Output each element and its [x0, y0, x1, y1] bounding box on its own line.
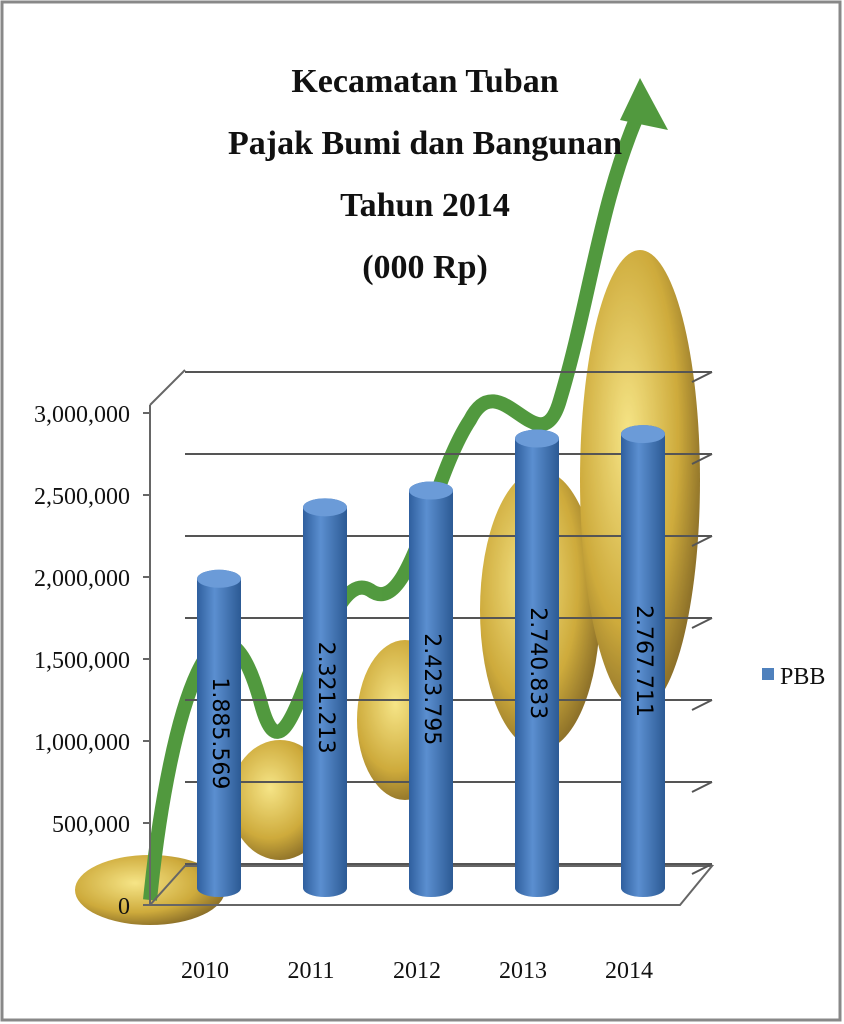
- y-tick-label: 1,000,000: [34, 730, 130, 756]
- x-tick-label: 2012: [393, 958, 441, 984]
- legend-label: PBB: [780, 664, 825, 690]
- grid-line: [691, 371, 713, 383]
- y-tick-label: 500,000: [52, 812, 130, 838]
- grid-line: [691, 863, 713, 875]
- chart-title: Pajak Bumi dan Bangunan: [228, 125, 622, 162]
- bar: [409, 481, 453, 897]
- grid-line: [691, 781, 713, 793]
- plot-walls: [147, 369, 715, 906]
- bar-top: [303, 498, 347, 517]
- legend: PBB: [762, 664, 825, 690]
- legend-swatch: [762, 668, 774, 680]
- grid-line: [691, 453, 713, 465]
- bar-top: [621, 425, 665, 444]
- x-tick-label: 2010: [181, 958, 229, 984]
- x-tick-label: 2011: [287, 958, 334, 984]
- chart-title: Tahun 2014: [340, 187, 510, 224]
- y-tick-label: 1,500,000: [34, 648, 130, 674]
- x-tick-label: 2014: [605, 958, 653, 984]
- bar: [197, 569, 241, 897]
- bar: [515, 429, 559, 897]
- chart-title: Kecamatan Tuban: [291, 63, 558, 100]
- bar: [621, 425, 665, 897]
- value-label: 2.423.795: [419, 633, 444, 745]
- value-label: 2.740.833: [525, 607, 550, 719]
- y-tick-label: 2,500,000: [34, 484, 130, 510]
- value-label: 1.885.569: [207, 677, 232, 789]
- value-label: 2.767.711: [631, 605, 656, 717]
- bar-top: [409, 481, 453, 500]
- value-label: 2.321.213: [313, 642, 338, 754]
- bar: [303, 498, 347, 897]
- y-tick-label: 0: [118, 894, 130, 920]
- grid-line: [691, 617, 713, 629]
- grid-line: [691, 699, 713, 711]
- chart-title: (000 Rp): [362, 249, 488, 286]
- y-tick-label: 2,000,000: [34, 566, 130, 592]
- grid-line: [691, 535, 713, 547]
- bar-top: [197, 569, 241, 588]
- bar-top: [515, 429, 559, 448]
- x-tick-label: 2013: [499, 958, 547, 984]
- y-tick-label: 3,000,000: [34, 402, 130, 428]
